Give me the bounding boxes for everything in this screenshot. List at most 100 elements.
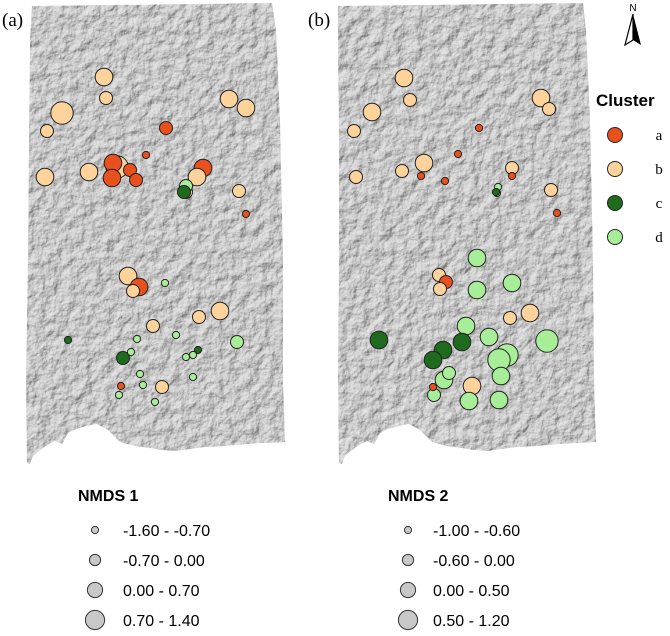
cluster-legend-title: Cluster (596, 91, 655, 110)
size-legend-title: NMDS 1 (78, 488, 139, 505)
site-marker-cluster-a (453, 149, 463, 159)
site-marker-cluster-b (99, 91, 113, 105)
site-marker-cluster-d (467, 280, 487, 300)
size-class-label: 0.70 - 1.40 (123, 613, 200, 630)
site-marker-cluster-a (159, 121, 173, 135)
site-marker-cluster-d (502, 273, 522, 293)
site-marker-cluster-b (395, 164, 409, 178)
site-marker-cluster-c (369, 330, 389, 350)
site-marker-cluster-b (126, 284, 140, 298)
panel-label: (b) (308, 10, 330, 31)
panel-a: (a) (2, 3, 285, 464)
site-marker-cluster-c (116, 351, 130, 365)
site-marker-cluster-d (188, 372, 198, 382)
site-marker-cluster-d (114, 390, 124, 400)
site-marker-cluster-d (160, 278, 170, 288)
site-marker-cluster-c (452, 332, 472, 352)
site-marker-cluster-b (544, 183, 558, 197)
site-marker-cluster-a (440, 176, 450, 186)
size-class-label: -0.70 - 0.00 (123, 553, 205, 570)
site-marker-cluster-a (129, 173, 143, 187)
panel-b: (b) (308, 3, 596, 464)
size-class-label: -0.60 - 0.00 (433, 553, 515, 570)
site-marker-cluster-b (531, 88, 551, 108)
site-marker-cluster-d (126, 347, 136, 357)
site-marker-cluster-b (187, 167, 207, 187)
site-marker-cluster-b (40, 124, 54, 138)
cluster-swatch-d (607, 229, 623, 245)
north-arrow: N (624, 3, 641, 47)
site-marker-cluster-b (192, 310, 206, 324)
site-marker-cluster-b (394, 68, 414, 88)
site-marker-cluster-d (456, 316, 476, 336)
site-marker-cluster-c (193, 345, 203, 355)
north-arrow-icon (624, 13, 641, 47)
site-marker-cluster-d (181, 352, 191, 362)
site-marker-cluster-b (542, 102, 556, 116)
site-markers (347, 68, 562, 411)
site-marker-cluster-d (442, 366, 456, 380)
site-marker-cluster-b (433, 282, 447, 296)
site-marker-cluster-a (116, 381, 126, 391)
cluster-label-d: d (655, 230, 663, 246)
size-class-symbol (401, 553, 415, 567)
cluster-swatch-b (607, 161, 623, 177)
site-marker-cluster-d (150, 397, 160, 407)
site-marker-cluster-c (63, 335, 73, 345)
cluster-label-a: a (656, 128, 663, 144)
site-marker-cluster-d (489, 390, 509, 410)
site-marker-cluster-d (479, 327, 499, 347)
site-marker-cluster-b (146, 319, 160, 333)
site-marker-cluster-a (428, 382, 438, 392)
size-class-label: -1.00 - -0.60 (433, 523, 520, 540)
site-marker-cluster-d (535, 329, 559, 353)
site-marker-cluster-b (232, 184, 246, 198)
size-class-symbol (399, 581, 417, 599)
site-marker-cluster-b (349, 170, 363, 184)
site-marker-cluster-b (403, 93, 417, 107)
site-marker-cluster-b (347, 124, 361, 138)
site-marker-cluster-c (177, 185, 191, 199)
site-marker-cluster-d (459, 391, 479, 411)
size-class-symbol (403, 525, 413, 535)
size-class-label: 0.50 - 1.20 (433, 613, 510, 630)
size-class-symbol (88, 553, 102, 567)
site-marker-cluster-d (491, 366, 511, 386)
cluster-swatch-a (607, 127, 623, 143)
site-marker-cluster-d (467, 248, 487, 268)
site-marker-cluster-d (230, 335, 244, 349)
site-marker-cluster-d (171, 330, 181, 340)
size-class-symbol (84, 609, 106, 631)
size-class-symbol (86, 581, 104, 599)
site-marker-cluster-b (414, 153, 434, 173)
size-class-symbol (397, 609, 419, 631)
size-class-label: 0.00 - 0.50 (433, 583, 510, 600)
size-legend-title: NMDS 2 (388, 488, 449, 505)
size-class-label: -1.60 - -0.70 (123, 523, 210, 540)
size-class-label: 0.00 - 0.70 (123, 583, 200, 600)
site-marker-cluster-b (362, 102, 382, 122)
cluster-swatch-c (607, 195, 623, 211)
site-marker-cluster-d (135, 369, 145, 379)
site-marker-cluster-b (236, 98, 256, 118)
panel-label: (a) (2, 10, 23, 31)
site-marker-cluster-b (79, 162, 99, 182)
site-marker-cluster-b (462, 376, 482, 396)
site-marker-cluster-a (552, 208, 562, 218)
site-marker-cluster-d (138, 380, 148, 390)
site-marker-cluster-b (35, 167, 55, 187)
north-label: N (629, 3, 636, 14)
site-marker-cluster-c (423, 350, 443, 370)
site-marker-cluster-a (141, 150, 151, 160)
size-class-symbol (90, 525, 100, 535)
size-legend-nmds2: NMDS 2 -1.00 - -0.60 -0.60 - 0.00 0.00 - 0… (388, 488, 520, 631)
site-marker-cluster-b (210, 301, 230, 321)
site-marker-cluster-a (416, 171, 426, 181)
site-marker-cluster-b (155, 380, 169, 394)
site-marker-cluster-a (474, 123, 484, 133)
cluster-label-b: b (655, 162, 663, 178)
site-marker-cluster-a (241, 209, 251, 219)
site-marker-cluster-a (507, 171, 517, 181)
site-marker-cluster-b (118, 266, 138, 286)
